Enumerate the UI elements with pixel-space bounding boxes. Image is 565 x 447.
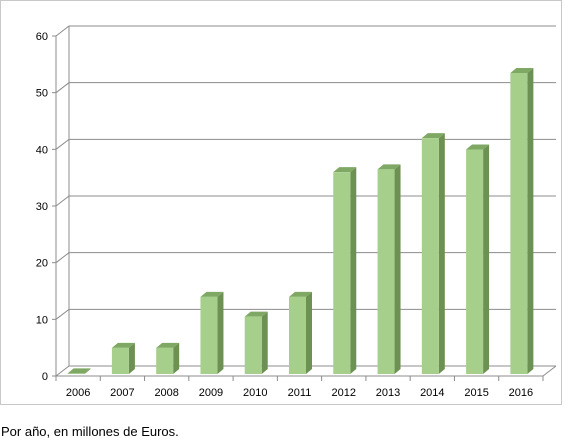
y-tick-labels: 0 10 20 30 40 50 60 [36, 31, 48, 383]
x-tick-label-2008: 2008 [154, 387, 178, 399]
bar-front-2016 [510, 73, 528, 374]
bar-side-2015 [483, 144, 490, 374]
bar-side-2008 [173, 342, 180, 374]
bar-front-2015 [466, 149, 484, 374]
axes [52, 26, 557, 381]
bar-2008 [156, 342, 180, 374]
bar-top-2010 [244, 311, 268, 317]
bar-front-2012 [333, 172, 351, 374]
gridline-50 [55, 82, 556, 94]
y-tick-label-20: 20 [36, 258, 48, 270]
bar-top-2006 [67, 368, 91, 374]
bar-front-2013 [377, 169, 395, 374]
chart-caption: Por año, en millones de Euros. [1, 424, 179, 439]
bar-front-2010 [244, 316, 262, 374]
bar-top-2016 [510, 68, 534, 73]
bars [67, 68, 534, 374]
bar-side-2012 [350, 167, 357, 374]
bar-side-2014 [438, 133, 445, 374]
bar-2010 [244, 311, 268, 374]
bar-side-2013 [394, 164, 401, 374]
bar-2009 [200, 291, 224, 374]
x-tick-label-2009: 2009 [199, 387, 223, 399]
gridline-60 [55, 25, 556, 37]
y-tick-label-60: 60 [36, 31, 48, 43]
bar-front-2014 [421, 138, 439, 374]
bar-front-2011 [289, 296, 306, 374]
bar-side-2009 [217, 291, 224, 374]
x-tick-label-2015: 2015 [464, 387, 488, 399]
chart-frame: 0 10 20 30 40 50 60 2006 2007 2008 2009 2010 2011 20… [0, 0, 562, 405]
bar-2012 [333, 167, 357, 374]
x-tick-label-2011: 2011 [288, 387, 312, 399]
bar-front-2008 [156, 347, 174, 374]
bar-side-2007 [128, 342, 135, 374]
y-tick-label-30: 30 [36, 201, 48, 213]
bar-side-2006 [84, 368, 91, 374]
bar-2015 [466, 144, 490, 374]
bar-2013 [377, 164, 401, 374]
bar-top-2014 [421, 133, 445, 139]
bar-front-2006 [67, 373, 85, 374]
bar-2007 [111, 342, 135, 374]
x-tick-label-2006: 2006 [66, 387, 90, 399]
bar-front-2009 [200, 296, 218, 374]
bar-top-2012 [333, 167, 357, 173]
x-tick-labels: 2006 2007 2008 2009 2010 2011 2012 2013 2014 2015… [66, 387, 533, 399]
x-tick-label-2013: 2013 [376, 387, 400, 399]
x-tick-label-2010: 2010 [243, 387, 267, 399]
bar-top-2009 [200, 291, 224, 297]
bar-side-2011 [306, 291, 312, 374]
y-tick-label-50: 50 [36, 88, 48, 100]
y-tick-label-10: 10 [36, 314, 48, 326]
bar-top-2007 [111, 342, 135, 348]
bar-front-2007 [111, 347, 129, 374]
x-tick-label-2012: 2012 [332, 387, 356, 399]
bar-2011 [289, 291, 312, 374]
bar-top-2008 [156, 342, 180, 348]
bar-2016 [510, 68, 534, 374]
x-tick-label-2014: 2014 [420, 387, 444, 399]
y-tick-label-0: 0 [42, 371, 48, 383]
bar-top-2013 [377, 164, 401, 170]
bar-side-2016 [527, 68, 534, 374]
y-tick-label-40: 40 [36, 144, 48, 156]
bar-top-2015 [466, 144, 490, 150]
x-tick-label-2007: 2007 [110, 387, 134, 399]
bar-side-2010 [261, 311, 268, 374]
bar-2006 [67, 368, 91, 374]
bar-top-2011 [289, 291, 312, 297]
x-tick-label-2016: 2016 [509, 387, 533, 399]
bar-2014 [421, 133, 445, 374]
